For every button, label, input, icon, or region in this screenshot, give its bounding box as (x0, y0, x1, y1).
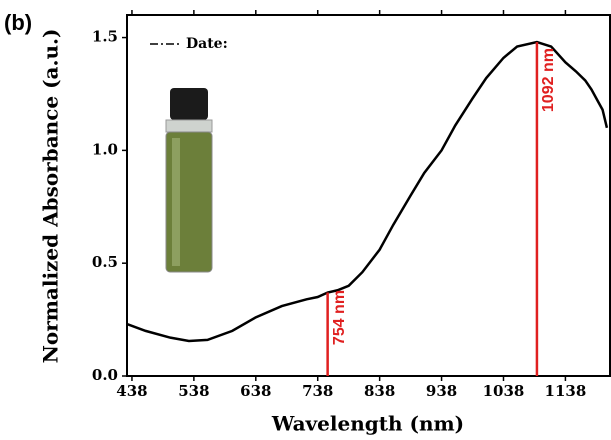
x-tick-label: 838 (364, 382, 395, 400)
x-tick-label: 1138 (545, 382, 587, 400)
x-tick-label: 938 (426, 382, 457, 400)
y-axis-label: Normalized Absorbance (a.u.) (39, 29, 63, 364)
y-tick-label: 1.0 (92, 140, 118, 158)
vial-image (165, 88, 213, 273)
x-tick-label: 1038 (483, 382, 525, 400)
y-tick-label: 0.5 (92, 253, 118, 271)
y-tick-label: 1.5 (92, 28, 118, 46)
peak-label: 1092 nm (540, 48, 557, 112)
spectrum-line (126, 40, 609, 343)
x-tick-label: 538 (178, 382, 209, 400)
x-tick-label: 738 (302, 382, 333, 400)
peak-label: 754 nm (331, 290, 348, 345)
x-tick-label: 438 (116, 382, 147, 400)
panel-label: (b) (4, 10, 32, 35)
plot-frame (126, 14, 611, 377)
x-axis-label: Wavelength (nm) (271, 412, 464, 436)
legend: Date: (150, 36, 228, 52)
y-tick-label: 0.0 (92, 366, 118, 384)
x-tick-label: 638 (240, 382, 271, 400)
legend-label: Date: (186, 36, 228, 52)
